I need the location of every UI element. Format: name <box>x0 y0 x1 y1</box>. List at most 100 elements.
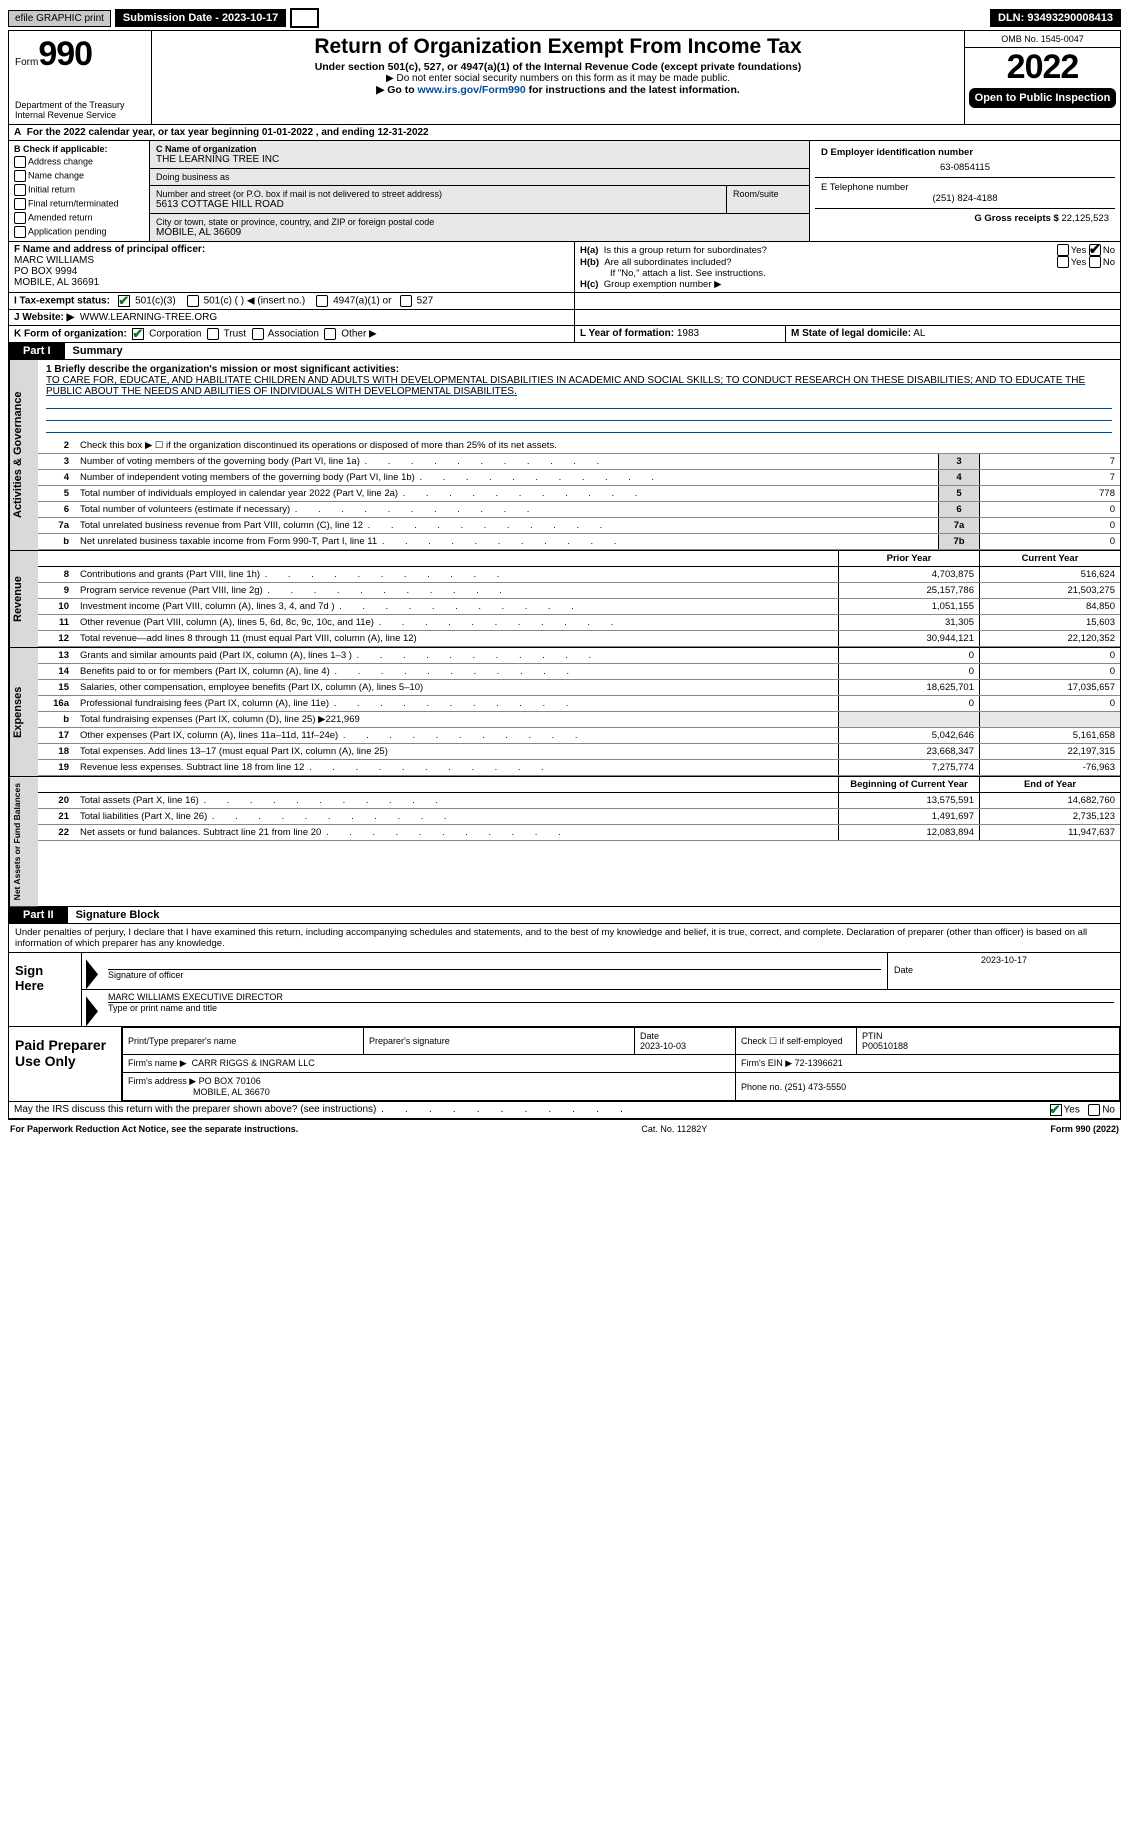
table-row: 9Program service revenue (Part VIII, lin… <box>38 583 1120 599</box>
checkbox-amended[interactable] <box>14 212 26 224</box>
table-row: 10Investment income (Part VIII, column (… <box>38 599 1120 615</box>
opt-amended: Amended return <box>28 212 93 222</box>
form-number: Form990 <box>15 35 145 74</box>
ha-no[interactable] <box>1089 244 1101 256</box>
table-row: 20Total assets (Part X, line 16)13,575,5… <box>38 793 1120 809</box>
cb-501c3[interactable] <box>118 295 130 307</box>
checkbox-app-pending[interactable] <box>14 226 26 238</box>
checkbox-final-return[interactable] <box>14 198 26 210</box>
f-h-row: F Name and address of principal officer:… <box>8 242 1121 293</box>
part-i-tag: Part I <box>9 343 65 359</box>
cb-4947[interactable] <box>316 295 328 307</box>
exp-13-prior: 0 <box>839 648 980 664</box>
part-ii-title: Signature Block <box>68 907 168 923</box>
exp-17-curr: 5,161,658 <box>980 728 1121 744</box>
ptin-value: P00510188 <box>862 1041 908 1051</box>
cb-other[interactable] <box>324 328 336 340</box>
cb-corp[interactable] <box>132 328 144 340</box>
ha-yes[interactable] <box>1057 244 1069 256</box>
firm-addr-label: Firm's address ▶ <box>128 1076 196 1086</box>
ha-label: H(a) Is this a group return for subordin… <box>580 245 1057 256</box>
irs-link[interactable]: www.irs.gov/Form990 <box>418 84 526 96</box>
na-20-text: Total assets (Part X, line 16) <box>75 793 839 809</box>
exp-15-prior: 18,625,701 <box>839 680 980 696</box>
sig-arrow-icon <box>86 959 98 989</box>
exp-16a-curr: 0 <box>980 696 1121 712</box>
governance-table: 2Check this box ▶ ☐ if the organization … <box>38 438 1120 550</box>
rev-11-prior: 31,305 <box>839 615 980 631</box>
line-4-val: 7 <box>980 470 1121 486</box>
prep-sig-label: Preparer's signature <box>364 1028 635 1055</box>
section-b: B Check if applicable: Address change Na… <box>9 141 150 241</box>
dba-label: Doing business as <box>156 172 803 182</box>
vtab-expenses: Expenses <box>9 648 38 776</box>
city-value: MOBILE, AL 36609 <box>156 227 803 238</box>
form-990: 990 <box>38 35 92 73</box>
website-value: WWW.LEARNING-TREE.ORG <box>80 312 217 323</box>
f-city: MOBILE, AL 36691 <box>14 277 569 288</box>
exp-18-text: Total expenses. Add lines 13–17 (must eq… <box>75 744 839 760</box>
discuss-no: No <box>1102 1105 1115 1116</box>
vtab-revenue: Revenue <box>9 551 38 647</box>
hb-yes[interactable] <box>1057 256 1069 268</box>
l-value: 1983 <box>677 328 699 339</box>
cb-501c[interactable] <box>187 295 199 307</box>
hc-label: H(c) Group exemption number ▶ <box>580 279 1115 290</box>
hdr-beg: Beginning of Current Year <box>839 777 980 793</box>
form-header: Form990 Department of the Treasury Inter… <box>8 30 1121 125</box>
phone-label: E Telephone number <box>821 182 1109 193</box>
exp-16b-text: Total fundraising expenses (Part IX, col… <box>75 712 839 728</box>
line-7b-text: Net unrelated business taxable income fr… <box>75 534 939 550</box>
part-i-title: Summary <box>65 343 131 359</box>
ptin-label: PTIN <box>862 1031 883 1041</box>
goto-post: for instructions and the latest informat… <box>526 84 740 96</box>
firm-addr1: PO BOX 70106 <box>199 1076 261 1086</box>
cb-527[interactable] <box>400 295 412 307</box>
exp-14-text: Benefits paid to or for members (Part IX… <box>75 664 839 680</box>
line-7a-val: 0 <box>980 518 1121 534</box>
net-assets-table: Beginning of Current YearEnd of Year 20T… <box>38 777 1120 841</box>
rev-9-curr: 21,503,275 <box>980 583 1121 599</box>
discuss-yes-cb[interactable] <box>1050 1104 1062 1116</box>
line-6-num: 6 <box>939 502 980 518</box>
right-column: D Employer identification number 63-0854… <box>810 141 1120 241</box>
exp-19-curr: -76,963 <box>980 760 1121 776</box>
firm-addr2: MOBILE, AL 36670 <box>193 1087 270 1097</box>
rev-8-curr: 516,624 <box>980 567 1121 583</box>
cb-trust[interactable] <box>207 328 219 340</box>
line-7a-text: Total unrelated business revenue from Pa… <box>75 518 939 534</box>
part-ii-header: Part II Signature Block <box>8 907 1121 924</box>
checkbox-name-change[interactable] <box>14 170 26 182</box>
sig-date-label: Date <box>894 965 1114 975</box>
mission-question: 1 Briefly describe the organization's mi… <box>46 364 1112 375</box>
ein-label: D Employer identification number <box>821 147 1109 158</box>
gross-receipts-value: 22,125,523 <box>1061 213 1109 224</box>
exp-19-text: Revenue less expenses. Subtract line 18 … <box>75 760 839 776</box>
checkbox-initial-return[interactable] <box>14 184 26 196</box>
checkbox-address-change[interactable] <box>14 156 26 168</box>
section-net-assets: Net Assets or Fund Balances Beginning of… <box>8 777 1121 907</box>
m-label: M State of legal domicile: <box>791 328 911 339</box>
org-name: THE LEARNING TREE INC <box>156 154 803 165</box>
dept-treasury: Department of the Treasury <box>15 100 145 110</box>
line-5-text: Total number of individuals employed in … <box>75 486 939 502</box>
rev-10-prior: 1,051,155 <box>839 599 980 615</box>
opt-final-return: Final return/terminated <box>28 198 119 208</box>
paid-preparer-label: Paid Preparer Use Only <box>9 1027 122 1101</box>
exp-16a-text: Professional fundraising fees (Part IX, … <box>75 696 839 712</box>
officer-signature-line[interactable] <box>108 955 881 970</box>
firm-name-value: CARR RIGGS & INGRAM LLC <box>192 1058 315 1068</box>
cb-assoc[interactable] <box>252 328 264 340</box>
na-22-end: 11,947,637 <box>980 825 1121 841</box>
street-label: Number and street (or P.O. box if mail i… <box>156 189 720 199</box>
discuss-no-cb[interactable] <box>1088 1104 1100 1116</box>
sig-arrow-icon <box>86 996 98 1026</box>
exp-16b-curr <box>980 712 1121 728</box>
line-k: K Form of organization: Corporation Trus… <box>8 326 1121 343</box>
tax-year: 2022 <box>965 48 1120 86</box>
exp-15-curr: 17,035,657 <box>980 680 1121 696</box>
exp-13-curr: 0 <box>980 648 1121 664</box>
hb-no[interactable] <box>1089 256 1101 268</box>
section-b-label: B Check if applicable: <box>14 143 144 155</box>
firm-phone-value: (251) 473-5550 <box>785 1082 847 1092</box>
